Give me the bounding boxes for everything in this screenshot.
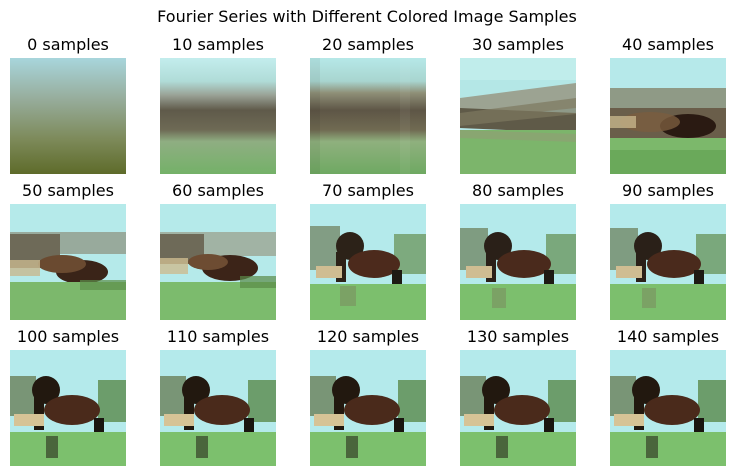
panel-title: 20 samples [322, 35, 414, 54]
image-panel [10, 204, 126, 320]
image-panel [310, 58, 426, 174]
panel-title: 60 samples [172, 181, 264, 200]
reconstruction-image [610, 58, 726, 174]
image-panel [160, 350, 276, 466]
reconstruction-image [10, 58, 126, 174]
panel-title: 130 samples [466, 327, 570, 346]
reconstruction-image [460, 204, 576, 320]
reconstruction-image [160, 350, 276, 466]
figure-title: Fourier Series with Different Colored Im… [157, 7, 577, 26]
image-panel [460, 204, 576, 320]
reconstruction-image [610, 350, 726, 466]
image-panel [160, 204, 276, 320]
reconstruction-image [460, 350, 576, 466]
image-panel [160, 58, 276, 174]
panel-title: 50 samples [22, 181, 114, 200]
panel-title: 70 samples [322, 181, 414, 200]
image-panel [310, 204, 426, 320]
reconstruction-image [160, 58, 276, 174]
panel-title: 140 samples [616, 327, 720, 346]
reconstruction-image [10, 350, 126, 466]
panel-title: 100 samples [16, 327, 120, 346]
panel-title: 0 samples [27, 35, 109, 54]
image-panel [310, 350, 426, 466]
image-panel [610, 58, 726, 174]
image-panel [10, 58, 126, 174]
image-panel [10, 350, 126, 466]
panel-title: 80 samples [472, 181, 564, 200]
image-panel [610, 350, 726, 466]
reconstruction-image [310, 204, 426, 320]
reconstruction-image [160, 204, 276, 320]
panel-title: 40 samples [622, 35, 714, 54]
panel-title: 30 samples [472, 35, 564, 54]
reconstruction-image [310, 58, 426, 174]
panel-title: 10 samples [172, 35, 264, 54]
reconstruction-image [10, 204, 126, 320]
reconstruction-image [310, 350, 426, 466]
panel-title: 110 samples [166, 327, 270, 346]
panel-title: 90 samples [622, 181, 714, 200]
image-panel [460, 350, 576, 466]
image-panel [610, 204, 726, 320]
image-panel [460, 58, 576, 174]
reconstruction-image [460, 58, 576, 174]
reconstruction-image [610, 204, 726, 320]
panel-title: 120 samples [316, 327, 420, 346]
